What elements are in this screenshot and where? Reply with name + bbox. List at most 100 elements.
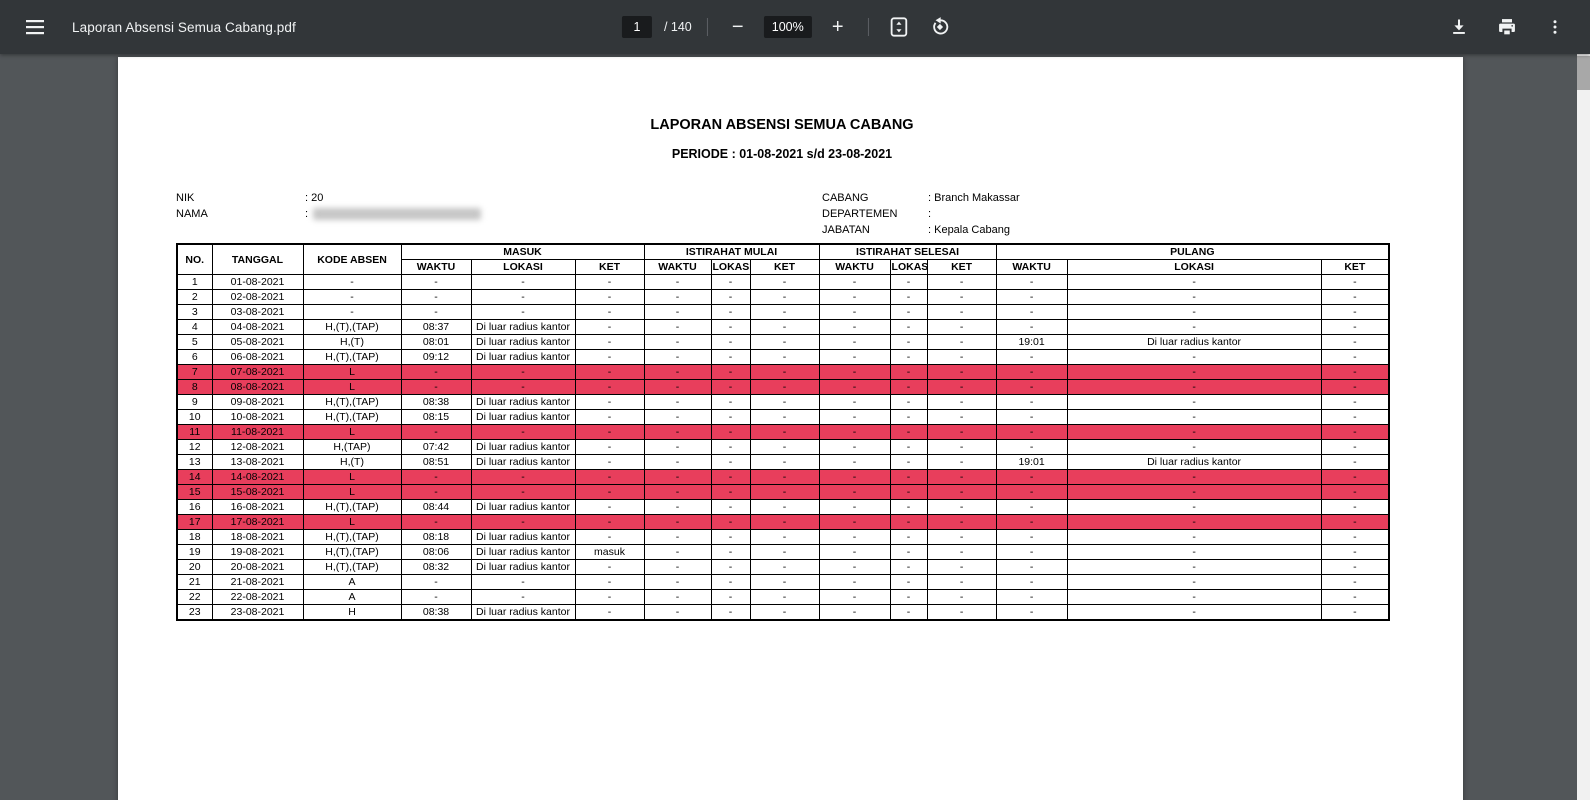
table-cell: H,(T),(TAP)	[302, 409, 402, 425]
table-cell: -	[889, 484, 928, 500]
info-cabang: CABANG : Branch Makassar	[822, 190, 1020, 206]
table-cell: -	[818, 394, 891, 410]
table-cell: 06-08-2021	[211, 349, 304, 365]
subcol-im-ket: KET	[749, 259, 820, 275]
table-cell: -	[995, 529, 1068, 545]
nik-value: : 20	[305, 192, 324, 204]
table-cell: -	[926, 319, 997, 335]
table-cell: -	[749, 544, 820, 560]
table-cell: -	[1066, 319, 1322, 335]
table-cell: -	[470, 364, 576, 380]
table-cell: 03-08-2021	[211, 304, 304, 320]
table-row: 9 09-08-2021 H,(T),(TAP) 08:38 Di luar radiu…	[176, 394, 1390, 410]
table-cell: -	[995, 559, 1068, 575]
table-cell: 18	[176, 529, 213, 545]
table-cell: -	[749, 349, 820, 365]
table-cell: -	[643, 529, 712, 545]
table-cell: -	[749, 424, 820, 440]
table-cell: -	[818, 469, 891, 485]
table-cell: L	[302, 424, 402, 440]
cabang-label: CABANG	[822, 192, 869, 204]
table-cell: -	[995, 589, 1068, 605]
table-cell: -	[643, 454, 712, 470]
table-cell: -	[710, 559, 751, 575]
subcol-is-lokasi: LOKASI	[889, 259, 928, 275]
table-cell: -	[749, 559, 820, 575]
table-cell: -	[889, 394, 928, 410]
table-cell: -	[889, 544, 928, 560]
table-cell: A	[302, 574, 402, 590]
table-cell: -	[818, 499, 891, 515]
table-cell: -	[818, 334, 891, 350]
more-options-button[interactable]	[1540, 12, 1570, 42]
table-cell: 5	[176, 334, 213, 350]
table-cell: -	[710, 604, 751, 621]
table-cell: 08:37	[400, 319, 472, 335]
header-group-row: NO. TANGGAL KODE ABSEN MASUK ISTIRAHAT M…	[176, 243, 1390, 275]
table-cell: -	[1320, 349, 1390, 365]
table-cell: -	[302, 304, 402, 320]
attendance-table-body: 1 01-08-2021- - - - - - - - - - - - -2 02-08-2021- - - - -…	[176, 274, 1390, 621]
departemen-value: :	[928, 208, 932, 220]
table-cell: 19	[176, 544, 213, 560]
table-cell: -	[818, 274, 891, 290]
print-button[interactable]	[1492, 12, 1522, 42]
table-row: 1 01-08-2021- - - - - - - - - - - - -	[176, 274, 1390, 290]
table-cell: -	[1066, 574, 1322, 590]
table-cell: -	[926, 529, 997, 545]
table-cell: -	[470, 424, 576, 440]
table-row: 12 12-08-2021 H,(TAP) 07:42 Di luar radius k…	[176, 439, 1390, 455]
table-cell: -	[643, 589, 712, 605]
table-cell: 08:06	[400, 544, 472, 560]
fit-page-button[interactable]	[884, 12, 914, 42]
table-cell: -	[643, 379, 712, 395]
table-cell: -	[995, 364, 1068, 380]
table-cell: -	[1320, 604, 1390, 621]
table-cell: -	[574, 319, 645, 335]
table-cell: -	[889, 604, 928, 621]
table-cell: -	[710, 319, 751, 335]
table-cell: -	[710, 394, 751, 410]
table-cell: -	[574, 484, 645, 500]
table-cell: 10-08-2021	[211, 409, 304, 425]
table-cell: -	[995, 349, 1068, 365]
table-cell: -	[643, 289, 712, 305]
table-cell: H,(T),(TAP)	[302, 529, 402, 545]
zoom-out-button[interactable]: −	[723, 12, 753, 42]
table-cell: -	[1320, 439, 1390, 455]
table-row: 8 08-08-2021 L - - - - - - - - - - - -	[176, 379, 1390, 395]
table-cell: Di luar radius kantor	[470, 499, 576, 515]
table-cell: -	[889, 424, 928, 440]
table-cell: -	[749, 289, 820, 305]
table-cell: -	[749, 604, 820, 621]
table-cell: -	[643, 334, 712, 350]
table-cell: -	[1066, 364, 1322, 380]
table-cell: Di luar radius kantor	[470, 439, 576, 455]
table-cell: -	[749, 439, 820, 455]
table-cell: -	[574, 589, 645, 605]
table-cell: -	[574, 514, 645, 530]
zoom-level[interactable]: 100%	[763, 16, 812, 38]
download-button[interactable]	[1444, 12, 1474, 42]
rotate-button[interactable]	[925, 12, 955, 42]
table-cell: -	[470, 274, 576, 290]
table-cell: 08:38	[400, 604, 472, 621]
vertical-scrollbar-track[interactable]	[1577, 54, 1590, 800]
table-cell: -	[302, 289, 402, 305]
table-cell: -	[926, 469, 997, 485]
table-cell: -	[926, 379, 997, 395]
table-cell: 1	[176, 274, 213, 290]
zoom-in-button[interactable]: +	[823, 12, 853, 42]
table-cell: -	[818, 349, 891, 365]
table-cell: Di luar radius kantor	[470, 604, 576, 621]
table-cell: 2	[176, 289, 213, 305]
table-row: 4 04-08-2021 H,(T),(TAP) 08:37 Di luar radiu…	[176, 319, 1390, 335]
table-cell: -	[749, 364, 820, 380]
table-row: 15 15-08-2021 L - - - - - - - - - - - -	[176, 484, 1390, 500]
table-cell: -	[1320, 379, 1390, 395]
attendance-table: NO. TANGGAL KODE ABSEN MASUK ISTIRAHAT M…	[176, 243, 1391, 621]
page-number-input[interactable]	[621, 16, 652, 38]
menu-button[interactable]	[20, 12, 50, 42]
vertical-scrollbar-thumb[interactable]	[1577, 56, 1590, 90]
table-cell: -	[1320, 529, 1390, 545]
